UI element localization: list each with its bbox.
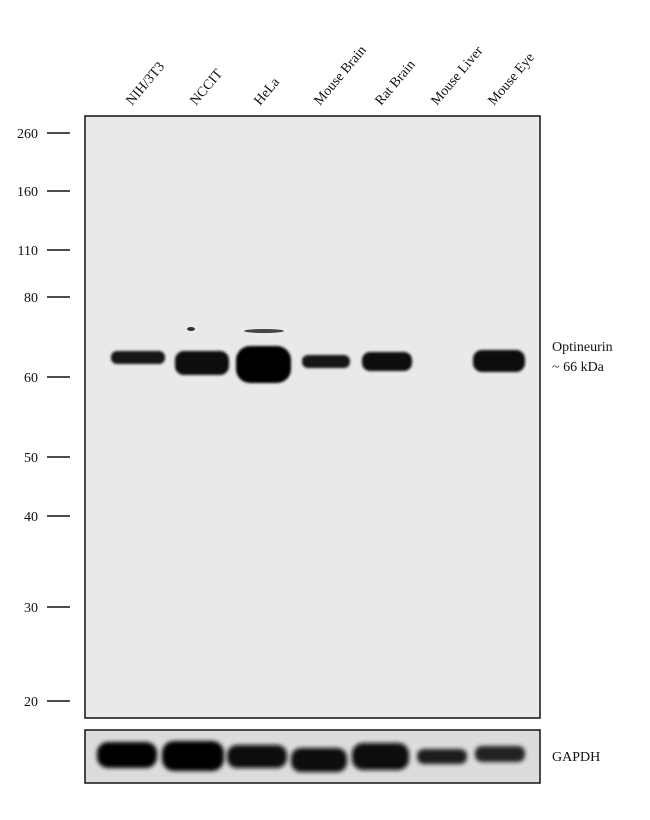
band: [417, 749, 467, 764]
lane-label: NIH/3T3: [124, 60, 168, 109]
band: [111, 351, 165, 364]
band: [473, 350, 525, 372]
bands: [111, 327, 525, 383]
lane-label: HeLa: [252, 75, 284, 109]
lane-label: Rat Brain: [373, 58, 419, 109]
lane-label: Mouse Brain: [312, 43, 370, 108]
markers: [47, 132, 70, 702]
lane-label: NCCIT: [188, 66, 227, 108]
marker-label: 30: [24, 601, 38, 616]
faint-band: [244, 329, 284, 333]
gapdh-bands: [97, 741, 525, 772]
marker-label: 160: [17, 185, 38, 200]
band: [175, 351, 229, 375]
band: [227, 745, 287, 768]
marker-label: 80: [24, 291, 38, 306]
marker-label: 40: [24, 510, 38, 525]
band: [162, 741, 224, 771]
band-label: ~ 66 kDa: [552, 360, 605, 375]
band: [352, 743, 409, 770]
lane-labels: NIH/3T3 NCCIT HeLa Mouse Brain Rat Brain…: [124, 43, 538, 108]
band-label: Optineurin: [552, 340, 613, 355]
lane-label: Mouse Eye: [486, 50, 538, 108]
faint-band: [187, 327, 195, 331]
band: [475, 746, 525, 762]
band: [236, 346, 291, 383]
lane-label: Mouse Liver: [429, 44, 487, 109]
band: [97, 742, 157, 768]
marker-label: 50: [24, 451, 38, 466]
marker-label: 60: [24, 371, 38, 386]
band: [362, 352, 412, 371]
blot-panel: [84, 115, 541, 719]
marker-label: 20: [24, 695, 38, 710]
marker-labels: 260 160 110 80 60 50 40 30 20: [17, 127, 38, 710]
band: [291, 748, 347, 772]
band: [302, 355, 350, 368]
marker-label: 260: [17, 127, 38, 142]
loading-control-label: GAPDH: [552, 750, 600, 765]
marker-label: 110: [18, 244, 38, 259]
